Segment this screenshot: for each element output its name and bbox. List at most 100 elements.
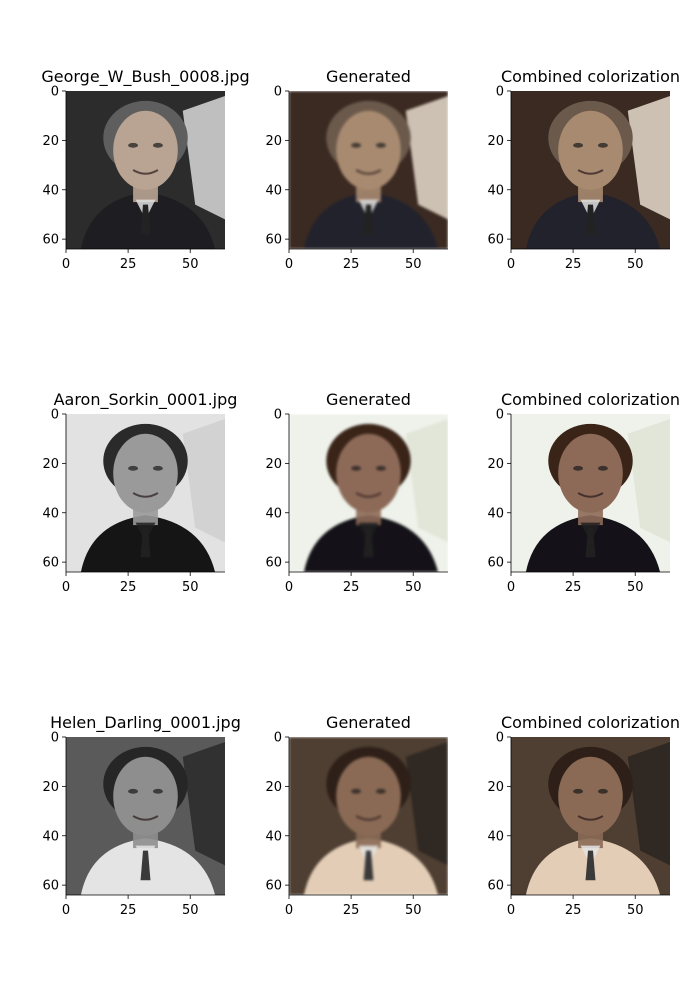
image-content xyxy=(66,91,225,249)
image-eye xyxy=(128,142,139,148)
image-face xyxy=(336,110,401,190)
y-tick-label: 40 xyxy=(265,183,282,198)
x-tick-label: 50 xyxy=(182,903,199,918)
x-tick-label: 0 xyxy=(285,580,293,595)
y-tick-label: 20 xyxy=(487,134,504,149)
subplot-title: George_W_Bush_0008.jpg xyxy=(41,67,249,87)
y-tick-label: 0 xyxy=(496,731,504,746)
x-tick-label: 50 xyxy=(627,903,644,918)
subplot-3-2: Generated 0 25 50 0 20 40 60 xyxy=(265,713,448,918)
x-tick-label: 0 xyxy=(507,903,515,918)
y-tick-label: 20 xyxy=(42,780,59,795)
y-tick-label: 40 xyxy=(42,829,59,844)
y-tick-label: 60 xyxy=(42,879,59,894)
y-tick-label: 20 xyxy=(265,780,282,795)
image-backdrop xyxy=(182,741,225,866)
x-tick-label: 50 xyxy=(405,903,422,918)
y-tick-label: 0 xyxy=(496,85,504,100)
x-tick-label: 0 xyxy=(62,257,70,272)
y-tick-label: 60 xyxy=(265,233,282,248)
image-backdrop xyxy=(182,95,225,220)
x-tick-label: 50 xyxy=(405,257,422,272)
y-tick-label: 0 xyxy=(51,85,59,100)
image-eye xyxy=(351,788,362,794)
y-tick-label: 40 xyxy=(265,829,282,844)
y-tick-label: 40 xyxy=(42,183,59,198)
image-backdrop xyxy=(627,741,670,866)
y-tick-label: 60 xyxy=(487,556,504,571)
image-backdrop xyxy=(405,418,448,543)
subplot-title: Helen_Darling_0001.jpg xyxy=(50,713,241,733)
x-tick-label: 25 xyxy=(565,903,582,918)
image-backdrop xyxy=(405,95,448,220)
subplot-title: Combined colorization xyxy=(501,713,680,732)
x-tick-label: 0 xyxy=(62,903,70,918)
image-content xyxy=(66,414,225,572)
y-tick-label: 20 xyxy=(265,134,282,149)
y-tick-label: 0 xyxy=(274,408,282,423)
image-eye xyxy=(152,142,163,148)
image-eye xyxy=(375,788,386,794)
y-tick-label: 60 xyxy=(265,556,282,571)
image-mouth xyxy=(355,169,382,175)
y-tick-label: 60 xyxy=(265,879,282,894)
image-eye xyxy=(152,465,163,471)
y-tick-label: 0 xyxy=(51,408,59,423)
image-content xyxy=(289,91,448,249)
x-tick-label: 0 xyxy=(507,580,515,595)
image-tie xyxy=(363,204,374,235)
image-eye xyxy=(351,142,362,148)
x-tick-label: 25 xyxy=(343,257,360,272)
subplot-title: Combined colorization xyxy=(501,67,680,86)
y-tick-label: 0 xyxy=(496,408,504,423)
x-tick-label: 50 xyxy=(627,257,644,272)
image-face xyxy=(113,756,178,836)
image-mouth xyxy=(132,815,159,821)
y-tick-label: 40 xyxy=(487,506,504,521)
image-eye xyxy=(573,788,584,794)
x-tick-label: 50 xyxy=(182,257,199,272)
image-tie xyxy=(363,850,374,881)
y-tick-label: 0 xyxy=(51,731,59,746)
image-eye xyxy=(597,465,608,471)
y-tick-label: 20 xyxy=(265,457,282,472)
image-content xyxy=(511,91,670,249)
image-eye xyxy=(351,465,362,471)
image-tie xyxy=(140,850,151,881)
x-tick-label: 50 xyxy=(405,580,422,595)
y-tick-label: 0 xyxy=(274,85,282,100)
image-face xyxy=(336,756,401,836)
x-tick-label: 25 xyxy=(120,903,137,918)
image-tie xyxy=(140,527,151,558)
y-tick-label: 40 xyxy=(265,506,282,521)
image-mouth xyxy=(577,169,604,175)
x-tick-label: 25 xyxy=(565,257,582,272)
x-tick-label: 0 xyxy=(285,903,293,918)
image-tie xyxy=(363,527,374,558)
image-backdrop xyxy=(182,418,225,543)
x-tick-label: 0 xyxy=(285,257,293,272)
image-eye xyxy=(375,465,386,471)
x-tick-label: 0 xyxy=(507,257,515,272)
image-tie xyxy=(585,204,596,235)
image-face xyxy=(558,433,623,513)
image-eye xyxy=(597,142,608,148)
image-face xyxy=(558,110,623,190)
y-tick-label: 20 xyxy=(487,457,504,472)
image-mouth xyxy=(132,492,159,498)
subplot-title: Generated xyxy=(326,67,411,86)
image-mouth xyxy=(355,815,382,821)
subplot-2-2: Generated 0 25 50 0 20 40 60 xyxy=(265,390,448,595)
image-eye xyxy=(375,142,386,148)
image-mouth xyxy=(355,492,382,498)
subplot-1-2: Generated 0 25 50 0 20 40 60 xyxy=(265,67,448,272)
image-content xyxy=(289,414,448,572)
image-content xyxy=(289,737,448,895)
y-tick-label: 20 xyxy=(42,457,59,472)
y-tick-label: 60 xyxy=(487,879,504,894)
